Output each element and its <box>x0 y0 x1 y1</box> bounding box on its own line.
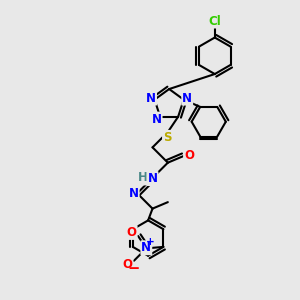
Text: N: N <box>152 112 162 126</box>
Text: +: + <box>146 237 155 247</box>
Text: N: N <box>148 172 158 185</box>
Text: N: N <box>146 92 156 105</box>
Text: O: O <box>122 258 133 271</box>
Text: O: O <box>184 149 194 162</box>
Text: N: N <box>129 188 139 200</box>
Text: S: S <box>163 131 172 144</box>
Text: −: − <box>127 262 140 277</box>
Text: N: N <box>182 92 192 105</box>
Text: H: H <box>138 172 148 184</box>
Text: N: N <box>141 241 151 254</box>
Text: Cl: Cl <box>208 14 221 28</box>
Text: O: O <box>127 226 136 239</box>
